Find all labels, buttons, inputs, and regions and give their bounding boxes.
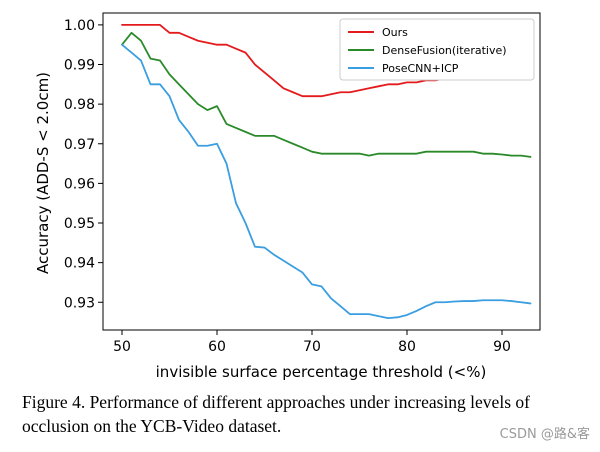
legend-box [339,18,535,81]
figure-caption: Figure 4. Performance of different appro… [22,392,530,436]
y-tick-label: 0.93 [64,295,95,311]
x-tick-label: 80 [398,339,416,355]
legend-label: PoseCNN+ICP [382,62,459,75]
legend: Ours DenseFusion(iterative) PoseCNN+ICP [339,18,535,81]
y-tick-label: 1.00 [64,18,95,34]
x-axis: 50 60 70 80 90 [113,330,511,355]
line-chart: 50 60 70 80 90 0.93 0.94 0.95 0.96 0.97 0.98 0.99 1… [34,12,541,381]
legend-label: Ours [382,26,408,39]
x-tick-label: 90 [493,339,511,355]
y-tick-label: 0.95 [64,216,95,232]
x-tick-label: 60 [208,339,226,355]
y-tick-label: 0.98 [64,97,95,113]
y-axis: 0.93 0.94 0.95 0.96 0.97 0.98 0.99 1.00 [64,18,103,311]
y-tick-label: 0.96 [64,176,95,192]
legend-label: DenseFusion(iterative) [382,44,507,57]
plot-frame [102,12,541,331]
y-tick-label: 0.94 [64,256,95,272]
y-tick-label: 0.97 [64,137,95,153]
y-tick-label: 0.99 [64,58,95,74]
series-line-posecnn-icp [121,43,532,320]
watermark: CSDN @路&客 [499,427,590,442]
x-tick-label: 70 [303,339,321,355]
series-line-densefusion-iterative [121,31,532,158]
x-axis-label: invisible surface percentage threshold (… [156,363,487,381]
y-axis-label: Accuracy (ADD-S < 2.0cm) [34,72,52,274]
x-tick-label: 50 [113,339,131,355]
